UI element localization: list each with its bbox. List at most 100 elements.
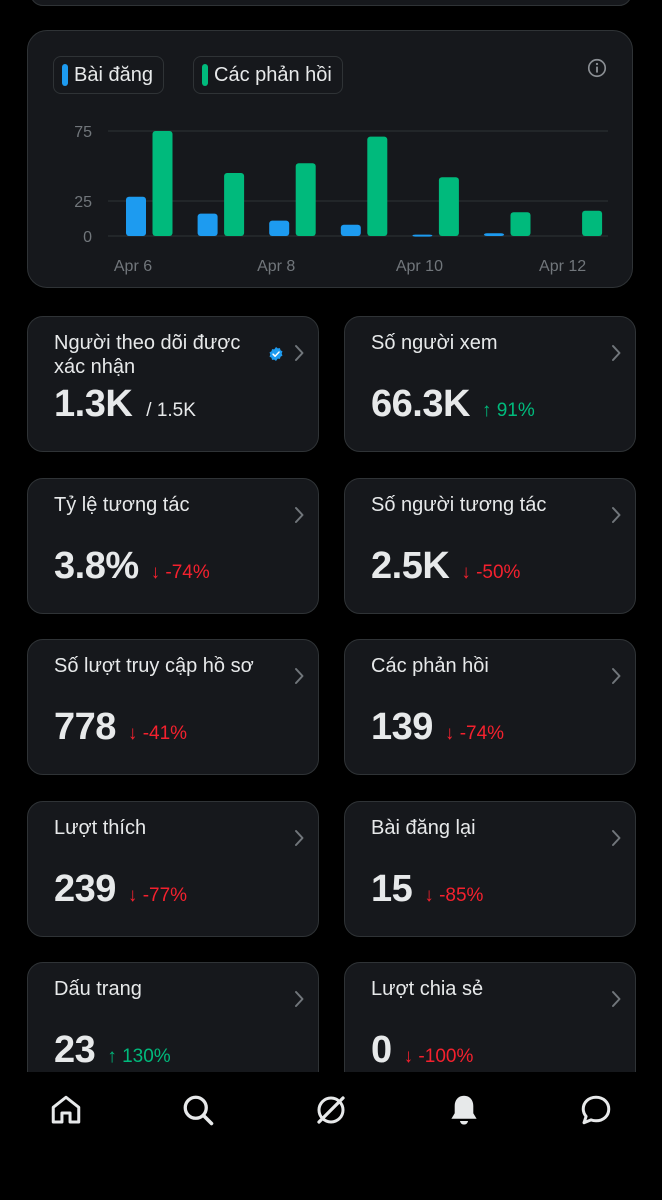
arrow-down-icon: ↓ (127, 884, 143, 906)
stat-change: ↑ 91% (482, 400, 535, 422)
stat-value-row: 2.5K ↓ -50% (371, 545, 520, 588)
legend-item-posts[interactable]: Bài đăng (53, 56, 164, 94)
chevron-right-icon (612, 991, 621, 1007)
legend-swatch-replies (202, 64, 208, 86)
stat-value: 23 (54, 1029, 96, 1071)
y-tick-label: 0 (83, 229, 92, 246)
stat-change: ↓ -74% (151, 562, 210, 584)
stat-title: Người theo dõi được xác nhận (54, 332, 241, 378)
chevron-right-icon (295, 345, 304, 361)
stat-value: 239 (54, 867, 116, 910)
chevron-right-icon (612, 829, 621, 846)
y-tick-label: 25 (74, 194, 92, 211)
bar-replies[interactable] (295, 163, 316, 236)
stat-value-row: 1.3K / 1.5K (54, 383, 196, 426)
stat-value: 1.3K (54, 383, 133, 425)
stat-card-luot-thich[interactable]: Lượt thích 239 ↓ -77% (27, 800, 319, 937)
messages-icon[interactable] (578, 1092, 614, 1128)
legend-item-replies[interactable]: Các phản hồi (193, 56, 343, 94)
bar-replies[interactable] (438, 177, 459, 236)
bar-replies[interactable] (510, 212, 531, 236)
legend-label-posts: Bài đăng (74, 63, 153, 86)
stat-value-row: 139 ↓ -74% (371, 706, 504, 749)
stat-change: ↓ -77% (128, 885, 187, 907)
bar-posts[interactable] (126, 196, 146, 236)
stat-card-ty-le-tuong-tac[interactable]: Tỷ lệ tương tác 3.8% ↓ -74% (27, 477, 319, 614)
chart-card: 75 25 0 Apr 6 Apr 8 Apr 10 Apr 12 Bài đăng Các… (27, 30, 633, 288)
bar-posts[interactable] (412, 234, 433, 237)
arrow-down-icon: ↓ (424, 884, 440, 906)
stat-change-value: -74% (459, 723, 505, 744)
stat-value-row: 66.3K ↑ 91% (371, 383, 535, 426)
stat-change-value: -41% (142, 723, 188, 744)
chevron-right-icon (295, 506, 304, 523)
search-icon[interactable] (180, 1092, 216, 1128)
bar-replies[interactable] (582, 210, 603, 236)
bar-replies[interactable] (224, 173, 245, 236)
stat-title: Số lượt truy cập hồ sơ (54, 655, 254, 677)
bar-replies[interactable] (152, 131, 173, 236)
arrow-down-icon: ↓ (403, 1046, 419, 1067)
bottom-navigation (0, 1072, 662, 1200)
stat-change-value: 130% (122, 1046, 171, 1067)
x-tick-label: Apr 6 (114, 258, 152, 275)
stat-change: ↓ -50% (461, 562, 520, 584)
stat-title: Tỷ lệ tương tác (54, 493, 190, 516)
stat-title: Các phản hồi (371, 655, 489, 677)
bar-posts[interactable] (484, 233, 504, 236)
arrow-down-icon: ↓ (444, 723, 460, 744)
notifications-icon[interactable] (446, 1092, 482, 1128)
stat-title: Dấu trang (54, 978, 142, 1000)
stat-value-row: 239 ↓ -77% (54, 868, 187, 911)
stat-value-row: 23 ↑ 130% (54, 1029, 171, 1072)
stat-change: ↓ -41% (128, 723, 187, 745)
stat-change-value: -50% (476, 561, 521, 583)
home-icon[interactable] (48, 1092, 84, 1128)
stat-value: 3.8% (54, 544, 139, 587)
stat-value: 15 (371, 867, 413, 910)
chevron-right-icon (612, 506, 621, 523)
stat-value-row: 15 ↓ -85% (371, 868, 483, 911)
stat-change-value: -77% (142, 884, 188, 906)
arrow-down-icon: ↓ (150, 561, 166, 583)
stat-value-row: 3.8% ↓ -74% (54, 545, 210, 588)
stat-card-cac-phan-hoi[interactable]: Các phản hồi 139 ↓ -74% (344, 639, 636, 775)
stat-card-so-nguoi-xem[interactable]: Số người xem 66.3K ↑ 91% (344, 316, 636, 452)
stat-value: 778 (54, 706, 116, 748)
stat-change: ↑ 130% (107, 1046, 170, 1068)
bar-replies[interactable] (367, 136, 388, 236)
chevron-right-icon (612, 668, 621, 684)
stat-change: ↓ -100% (404, 1046, 474, 1068)
bar-chart: 75 25 0 Apr 6 Apr 8 Apr 10 Apr 12 (74, 124, 608, 275)
stat-total: / 1.5K (146, 400, 196, 421)
stat-title: Số người xem (371, 332, 498, 354)
arrow-up-icon: ↑ (481, 400, 497, 421)
stat-value: 139 (371, 706, 433, 748)
arrow-down-icon: ↓ (461, 561, 477, 583)
grok-icon[interactable] (313, 1092, 349, 1128)
stat-value-row: 778 ↓ -41% (54, 706, 187, 749)
stat-card-so-nguoi-tuong-tac[interactable]: Số người tương tác 2.5K ↓ -50% (344, 477, 636, 614)
x-tick-label: Apr 8 (257, 258, 295, 275)
previous-card-edge (30, 0, 632, 6)
x-tick-label: Apr 12 (539, 258, 586, 275)
chevron-right-icon (295, 991, 304, 1007)
stat-title: Bài đăng lại (371, 816, 476, 839)
arrow-up-icon: ↑ (107, 1046, 123, 1067)
stat-card-nguoi-theo-doi-duoc-xac-nhan[interactable]: Người theo dõi được xác nhận 1.3K / 1.5K (27, 316, 319, 452)
legend-swatch-posts (62, 64, 68, 86)
stat-change-value: -74% (165, 561, 210, 583)
stat-title: Lượt thích (54, 816, 147, 839)
stat-value: 2.5K (371, 544, 450, 587)
stat-card-so-luot-truy-cap-ho-so[interactable]: Số lượt truy cập hồ sơ 778 ↓ -41% (27, 639, 319, 775)
bar-posts[interactable] (269, 220, 290, 236)
stat-value: 0 (371, 1029, 392, 1071)
legend-label-replies: Các phản hồi (214, 63, 332, 86)
stat-card-bai-dang-lai[interactable]: Bài đăng lại 15 ↓ -85% (344, 800, 636, 937)
chevron-right-icon (295, 829, 304, 846)
bar-posts[interactable] (340, 224, 361, 236)
info-icon[interactable] (586, 57, 608, 79)
verified-badge-icon (269, 347, 283, 361)
bar-posts[interactable] (197, 213, 218, 236)
stat-change-value: 91% (496, 400, 535, 421)
